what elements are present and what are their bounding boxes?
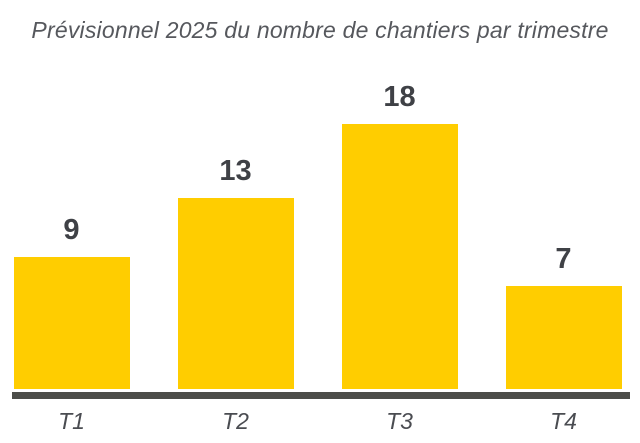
x-axis-label-t4: T4 [550,408,577,434]
bar-t1 [13,256,130,389]
bar-value-label-t2: 13 [219,154,252,187]
bar-value-label-t4: 7 [555,243,572,276]
bar-column-t4: 7 [505,243,622,389]
x-axis-label-t2: T2 [222,408,249,434]
bar-column-t3: 18 [341,81,458,389]
chart-title: Prévisionnel 2025 du nombre de chantiers… [31,17,609,43]
bar-column-t2: 13 [177,154,294,389]
x-axis-line [12,392,630,399]
x-axis-label-t3: T3 [386,408,413,434]
bar-t3 [341,124,458,389]
bar-value-label-t1: 9 [63,213,80,246]
bar-column-t1: 9 [13,213,130,389]
bar-t2 [177,197,294,389]
bar-value-label-t3: 18 [383,81,416,114]
x-axis-label-t1: T1 [58,408,85,434]
bar-t4 [505,286,622,389]
